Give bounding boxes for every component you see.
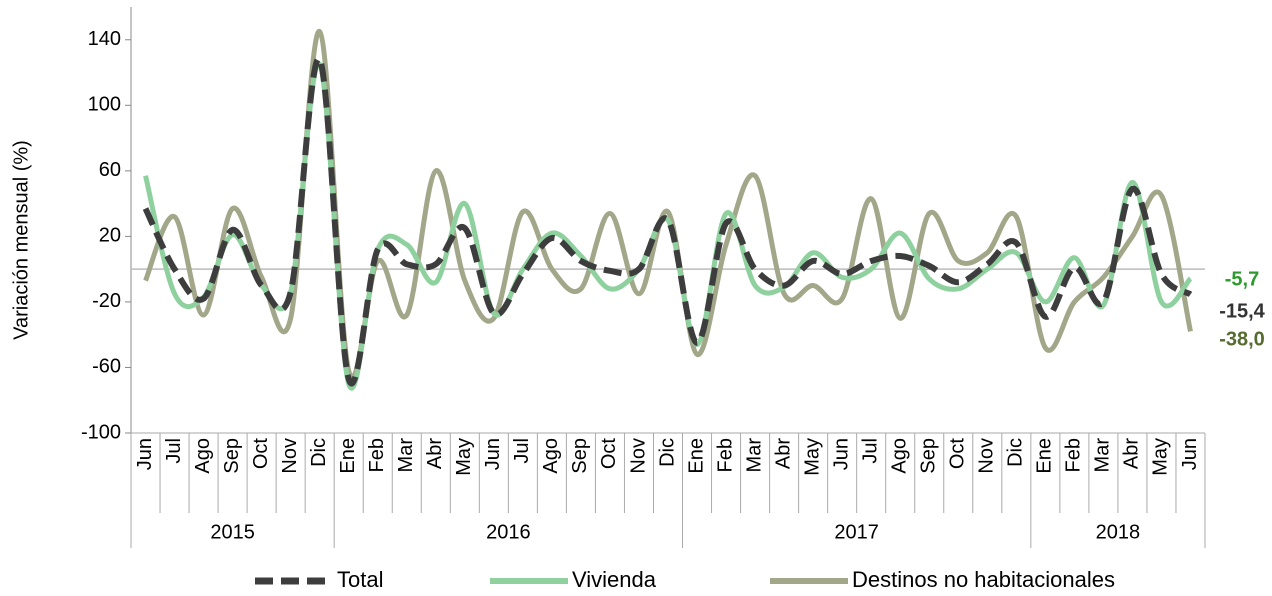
x-tick-label: Mar <box>395 438 417 473</box>
x-tick-label: May <box>453 438 475 476</box>
end-label: -5,7 <box>1225 268 1259 290</box>
x-tick-label: Mar <box>743 438 765 473</box>
group-label: 2017 <box>834 521 879 543</box>
x-tick-label: Jun <box>830 438 852 470</box>
end-label: -15,4 <box>1219 300 1265 322</box>
y-tick-label: 20 <box>99 225 121 247</box>
x-tick-label: Oct <box>947 438 969 470</box>
x-tick-label: Nov <box>279 438 301 474</box>
group-label: 2015 <box>210 521 255 543</box>
x-tick-label: Ago <box>192 438 214 474</box>
y-tick-label: -20 <box>92 290 121 312</box>
x-tick-label: Nov <box>627 438 649 474</box>
group-label: 2018 <box>1096 521 1141 543</box>
group-label: 2016 <box>486 521 531 543</box>
x-tick-label: Abr <box>1121 438 1143 469</box>
x-tick-label: Mar <box>1092 438 1114 473</box>
y-tick-label: -100 <box>81 421 121 443</box>
legend-label: Vivienda <box>572 567 657 592</box>
x-tick-label: Feb <box>714 438 736 472</box>
legend-label: Destinos no habitacionales <box>852 567 1115 592</box>
x-tick-label: Oct <box>250 438 272 470</box>
x-tick-label: Sep <box>221 438 243 474</box>
x-tick-label: Jul <box>163 438 185 464</box>
x-tick-label: Ago <box>540 438 562 474</box>
y-axis-title: Variación mensual (%) <box>10 140 32 340</box>
x-tick-label: Dic <box>1005 438 1027 467</box>
x-tick-label: Sep <box>569 438 591 474</box>
x-tick-label: Jun <box>482 438 504 470</box>
x-tick-label: May <box>1150 438 1172 476</box>
x-tick-label: Ene <box>685 438 707 474</box>
x-tick-label: Oct <box>598 438 620 470</box>
x-tick-label: Jul <box>859 438 881 464</box>
x-tick-label: Ene <box>1034 438 1056 474</box>
x-tick-label: Abr <box>772 438 794 469</box>
x-tick-label: Jun <box>134 438 156 470</box>
x-tick-label: Dic <box>656 438 678 467</box>
x-tick-label: Abr <box>424 438 446 469</box>
x-tick-label: Feb <box>366 438 388 472</box>
legend-label: Total <box>337 567 383 592</box>
y-tick-label: 100 <box>88 94 121 116</box>
x-tick-label: Ago <box>888 438 910 474</box>
y-tick-label: 140 <box>88 28 121 50</box>
x-tick-label: Jun <box>1179 438 1201 470</box>
x-tick-label: Nov <box>976 438 998 474</box>
y-tick-label: 60 <box>99 159 121 181</box>
x-tick-label: Ene <box>337 438 359 474</box>
x-tick-label: May <box>801 438 823 476</box>
x-tick-label: Feb <box>1063 438 1085 472</box>
end-label: -38,0 <box>1219 328 1265 350</box>
x-tick-label: Sep <box>918 438 940 474</box>
x-tick-label: Jul <box>511 438 533 464</box>
series-line <box>142 56 1193 387</box>
y-tick-label: -60 <box>92 356 121 378</box>
x-tick-label: Dic <box>308 438 330 467</box>
